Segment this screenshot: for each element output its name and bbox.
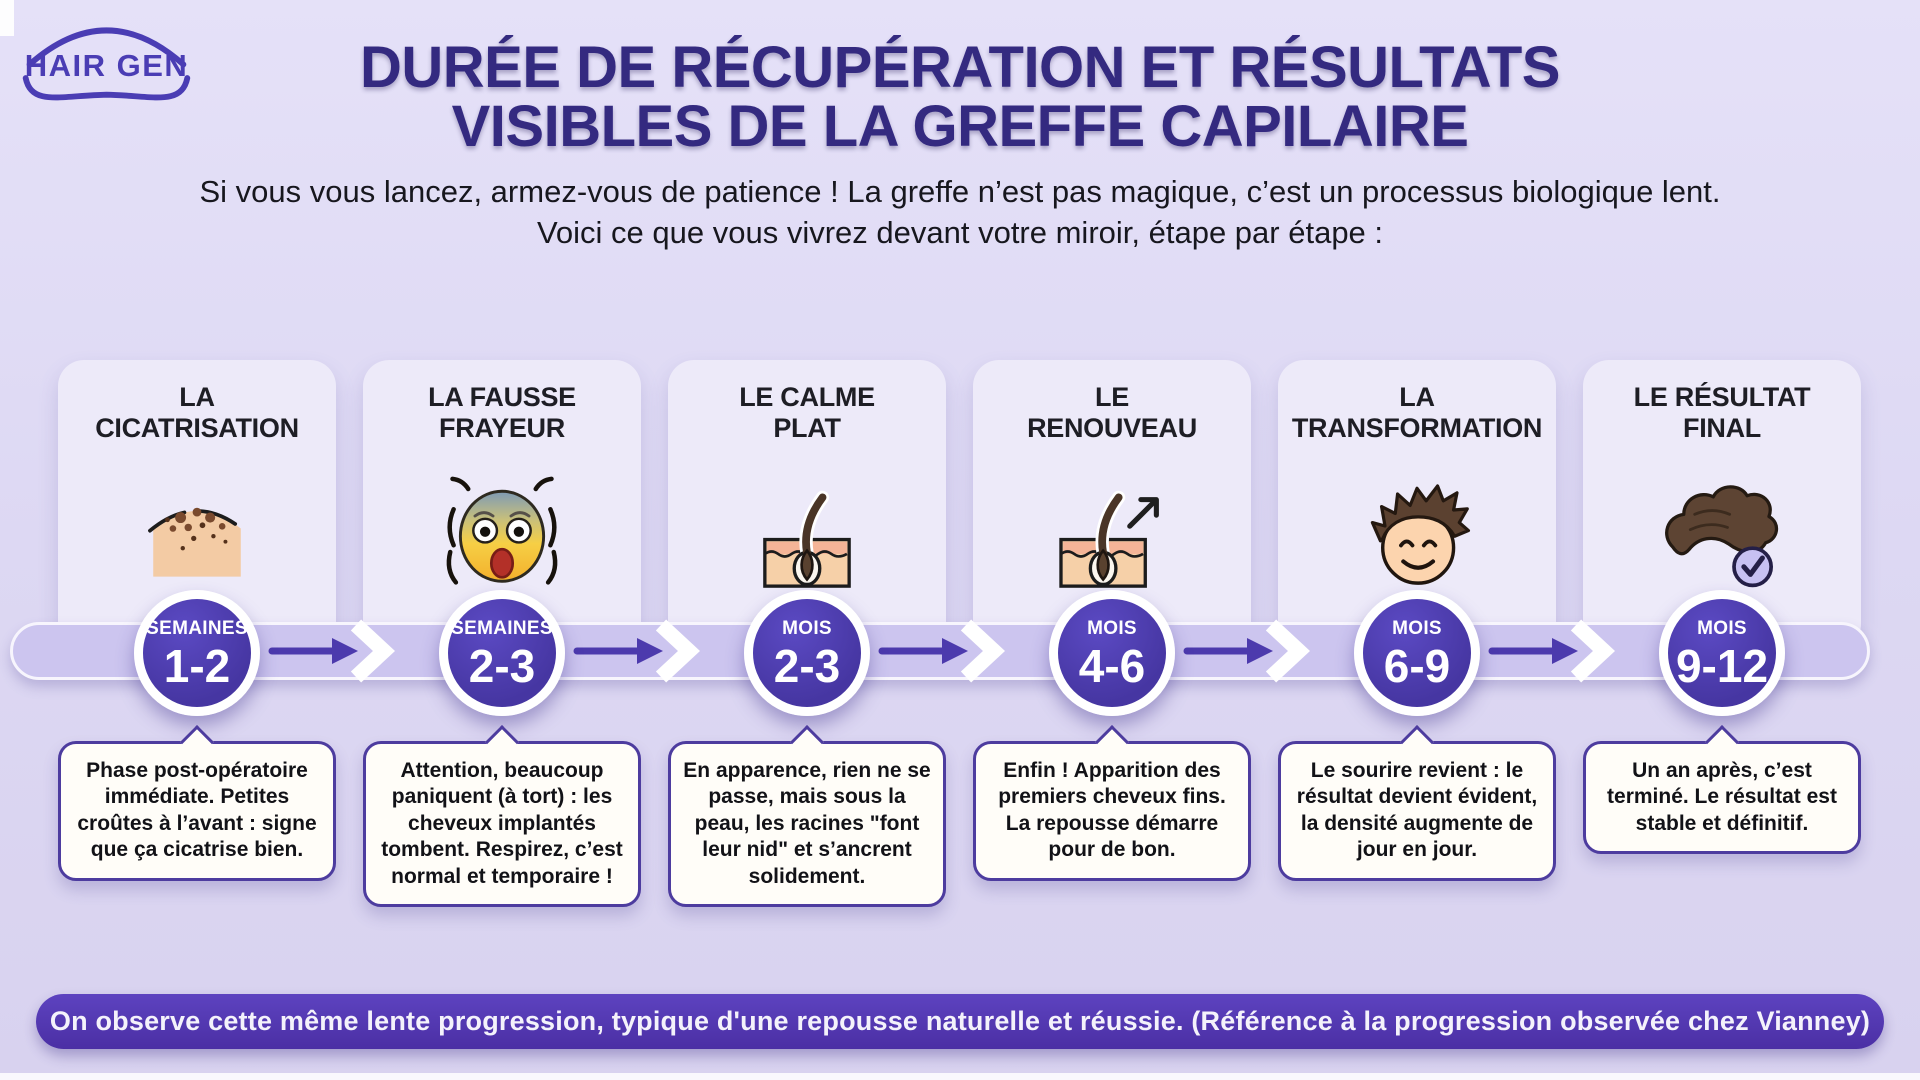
bubble-pointer <box>1095 725 1129 759</box>
stage-description: Enfin ! Apparition des premiers cheveux … <box>998 759 1226 862</box>
stage-title: LA TRANSFORMATION <box>1291 382 1543 444</box>
period-label: MOIS <box>1392 617 1442 639</box>
stage-card-transformation: LA TRANSFORMATION <box>1278 360 1556 650</box>
period-value: 2-3 <box>773 639 841 692</box>
full-hair-check-icon <box>1651 444 1793 650</box>
healing-scalp-icon <box>131 444 263 650</box>
period-badge-2: SEMAINES 2-3 <box>439 590 565 716</box>
period-badge-6: MOIS 9-12 <box>1659 590 1785 716</box>
stage-cards-row: LA CICATRISATION LA FAUSSE FRAYEU <box>58 360 1861 650</box>
cap-outline-icon <box>22 27 191 101</box>
corner-artifact <box>0 0 14 36</box>
bottom-edge-strip <box>0 1073 1920 1080</box>
period-value: 4-6 <box>1078 639 1146 692</box>
bubble-pointer <box>790 725 824 759</box>
period-value: 1-2 <box>163 639 231 692</box>
period-badge-4: MOIS 4-6 <box>1049 590 1175 716</box>
bubble-pointer <box>1705 725 1739 759</box>
description-bubbles-row: Phase post-opératoire immédiate. Petites… <box>58 725 1861 908</box>
footer-note-banner: On observe cette même lente progression,… <box>36 994 1884 1049</box>
stage-description: En apparence, rien ne se passe, mais sou… <box>683 759 931 888</box>
stage-title: LE CALME PLAT <box>739 382 875 444</box>
stage-title: LE RÉSULTAT FINAL <box>1633 382 1811 444</box>
period-badge-1: SEMAINES 1-2 <box>134 590 260 716</box>
stage-card-fausse-frayeur: LA FAUSSE FRAYEUR <box>363 360 641 650</box>
stage-title: LE RENOUVEAU <box>1027 382 1197 444</box>
stage-description-bubble-3: En apparence, rien ne se passe, mais sou… <box>668 725 946 908</box>
stage-title: LA CICATRISATION <box>95 382 299 444</box>
title-line-1: DURÉE DE RÉCUPÉRATION ET RÉSULTATS <box>360 35 1560 100</box>
page-title: DURÉE DE RÉCUPÉRATION ET RÉSULTATS VISIB… <box>0 38 1920 156</box>
title-line-2: VISIBLES DE LA GREFFE CAPILAIRE <box>451 94 1469 160</box>
period-label: MOIS <box>1087 617 1137 639</box>
bubble-pointer <box>1400 725 1434 759</box>
shocked-emoji-icon <box>434 444 570 650</box>
arrow-chevron-icon <box>878 619 1006 683</box>
brand-name: HAIR GEN <box>24 48 189 83</box>
stage-description-bubble-4: Enfin ! Apparition des premiers cheveux … <box>973 725 1251 881</box>
arrow-chevron-icon <box>573 619 701 683</box>
arrow-chevron-icon <box>1488 619 1616 683</box>
period-label: SEMAINES <box>451 617 553 639</box>
period-badge-5: MOIS 6-9 <box>1354 590 1480 716</box>
period-label: MOIS <box>782 617 832 639</box>
stage-description-bubble-5: Le sourire revient : le résultat devient… <box>1278 725 1556 881</box>
period-label: SEMAINES <box>146 617 248 639</box>
hair-follicle-icon <box>740 444 874 650</box>
stage-description: Un an après, c’est terminé. Le résultat … <box>1607 759 1837 835</box>
happy-face-icon <box>1347 444 1487 650</box>
period-value: 6-9 <box>1383 639 1451 692</box>
hair-gen-logo: HAIR GEN <box>14 8 199 118</box>
stage-description-bubble-2: Attention, beaucoup paniquent (à tort) :… <box>363 725 641 908</box>
stage-title: LA FAUSSE FRAYEUR <box>428 382 576 444</box>
page-subtitle: Si vous vous lancez, armez-vous de patie… <box>199 174 1721 250</box>
arrow-chevron-icon <box>268 619 396 683</box>
stage-description-bubble-6: Un an après, c’est terminé. Le résultat … <box>1583 725 1861 855</box>
period-circles-row: SEMAINES 1-2 SEMAINES 2-3 MOIS 2-3 MOIS … <box>58 590 1861 716</box>
timeline-arrows <box>268 619 1616 683</box>
bubble-pointer <box>180 725 214 759</box>
period-label: MOIS <box>1697 617 1747 639</box>
period-value: 2-3 <box>468 639 536 692</box>
period-value: 9-12 <box>1675 639 1769 692</box>
footer-note: On observe cette même lente progression,… <box>49 1006 1871 1036</box>
arrow-chevron-icon <box>1183 619 1311 683</box>
hair-regrowth-icon <box>1045 444 1179 650</box>
period-badge-3: MOIS 2-3 <box>744 590 870 716</box>
stage-description: Attention, beaucoup paniquent (à tort) :… <box>381 759 623 888</box>
bubble-pointer <box>485 725 519 759</box>
stage-card-cicatrisation: LA CICATRISATION <box>58 360 336 650</box>
stage-description: Phase post-opératoire immédiate. Petites… <box>77 759 317 862</box>
stage-description: Le sourire revient : le résultat devient… <box>1296 759 1538 862</box>
stage-description-bubble-1: Phase post-opératoire immédiate. Petites… <box>58 725 336 881</box>
